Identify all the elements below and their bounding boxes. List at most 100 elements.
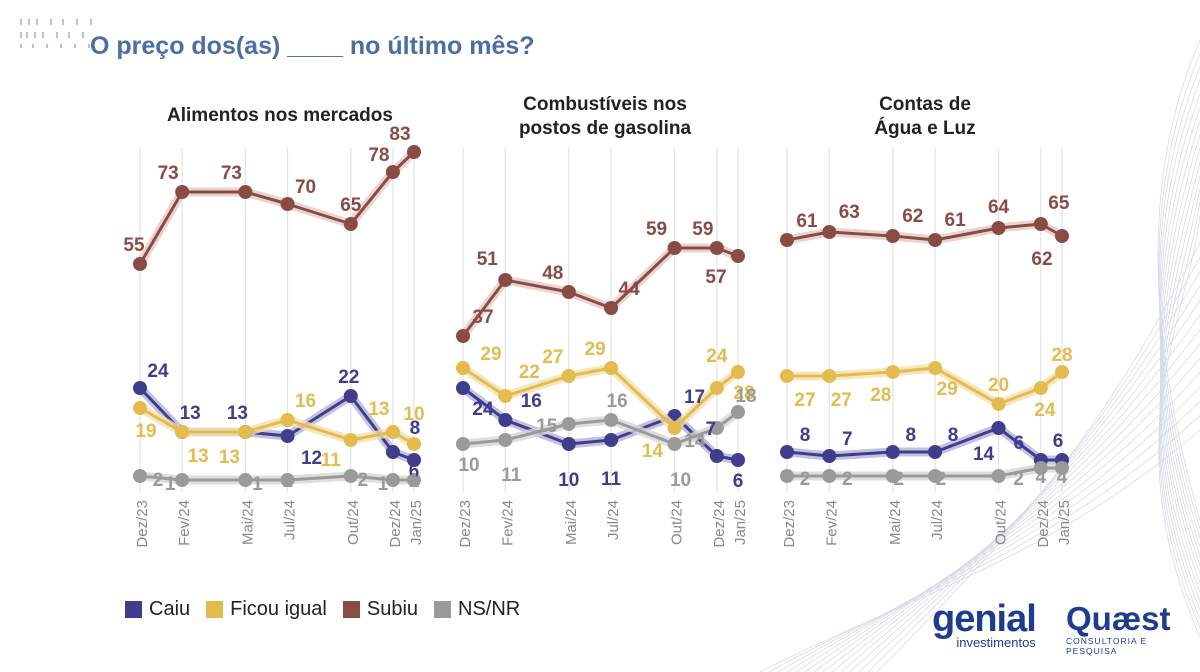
data-point-subiu <box>885 229 900 243</box>
data-label-subiu: 61 <box>945 210 967 231</box>
data-point-subiu <box>407 145 421 159</box>
data-point-caiu <box>780 445 794 459</box>
data-label-nsnr: 2 <box>893 469 904 490</box>
data-point-ficou-igual <box>604 361 619 375</box>
legend-label-caiu: Caiu <box>149 598 191 620</box>
data-point-caiu <box>561 437 576 451</box>
wave-line <box>1158 66 1200 539</box>
data-point-subiu <box>991 221 1006 235</box>
legend-item-subiu: Subiu <box>342 598 418 621</box>
data-label-caiu: 10 <box>558 470 579 491</box>
data-label-nsnr: 11 <box>501 465 522 486</box>
data-point-ficou-igual <box>498 389 513 403</box>
data-label-ficou-igual: 27 <box>831 390 852 411</box>
legend-swatch-ficou-igual <box>206 601 224 618</box>
data-point-caiu <box>604 433 619 447</box>
x-tick-label: Dez/23 <box>457 500 474 548</box>
data-label-nsnr: 4 <box>1057 467 1068 488</box>
chart-panel-1: Dez/23 Fev/24 Mai/24 Jul/24 Out/24 Dez/24 Jan/… <box>456 148 757 548</box>
x-tick-label: Mai/24 <box>239 500 256 545</box>
page-title: O preço dos(as) ____ no último mês? <box>90 32 535 60</box>
wave-line <box>1160 147 1200 593</box>
data-label-caiu: 7 <box>706 419 717 440</box>
data-point-caiu <box>991 421 1006 435</box>
wave-line <box>804 357 1200 672</box>
data-point-caiu <box>928 445 943 459</box>
panel-title-fuel: Combustíveis nos postos de gasolina <box>450 93 760 141</box>
wave-line <box>1158 215 1200 638</box>
wave-line <box>876 242 1200 672</box>
data-point-nsnr <box>604 413 619 427</box>
data-label-caiu: 16 <box>521 391 542 412</box>
data-point-nsnr <box>1055 461 1069 475</box>
x-tick-label: Dez/23 <box>134 500 151 548</box>
wave-line <box>1159 161 1200 602</box>
data-label-subiu: 57 <box>705 267 726 288</box>
data-point-nsnr <box>885 469 900 483</box>
x-tick-label: Jul/24 <box>929 500 946 540</box>
data-point-caiu <box>731 453 745 467</box>
panel-title-fuel-line-1: Combustíveis nos <box>523 94 687 115</box>
x-tick-label: Mai/24 <box>887 500 904 545</box>
data-point-subiu <box>709 241 724 255</box>
data-label-nsnr: 18 <box>735 386 756 407</box>
x-tick-label: Dez/24 <box>711 500 728 548</box>
data-label-nsnr: 15 <box>536 416 558 437</box>
data-label-caiu: 13 <box>180 403 201 424</box>
data-label-caiu: 6 <box>733 471 744 492</box>
data-label-nsnr: 10 <box>458 455 479 476</box>
x-tick-label: Mai/24 <box>563 500 580 545</box>
legend-item-ficou-igual: Ficou igual <box>206 598 327 621</box>
data-label-subiu: 64 <box>988 197 1010 218</box>
data-label-subiu: 73 <box>221 163 242 184</box>
data-point-caiu <box>885 445 900 459</box>
data-point-ficou-igual <box>709 381 724 395</box>
data-label-caiu: 6 <box>409 461 420 482</box>
data-label-caiu: 17 <box>684 387 705 408</box>
data-point-ficou-igual <box>385 425 400 439</box>
data-point-subiu <box>780 233 794 247</box>
panel-title-food: Alimentos nos mercados <box>120 104 440 128</box>
data-point-ficou-igual <box>780 369 794 383</box>
data-label-subiu: 63 <box>839 202 860 223</box>
data-label-subiu: 65 <box>1048 193 1070 214</box>
data-label-caiu: 24 <box>147 361 169 382</box>
data-point-caiu <box>280 429 295 443</box>
panel-title-utilities: Contas de Água e Luz <box>770 93 1080 141</box>
wave-line <box>1159 188 1200 620</box>
wave-line <box>777 400 1200 672</box>
data-point-ficou-igual <box>885 365 900 379</box>
x-tick-label: Out/24 <box>669 500 686 545</box>
data-label-subiu: 51 <box>477 249 499 270</box>
data-point-nsnr <box>928 469 943 483</box>
data-point-subiu <box>822 225 837 239</box>
data-point-subiu <box>133 257 147 271</box>
data-point-subiu <box>385 165 400 179</box>
legend-item-caiu: Caiu <box>125 598 190 621</box>
data-point-ficou-igual <box>175 425 190 439</box>
data-label-subiu: 73 <box>158 163 179 184</box>
data-label-subiu: 59 <box>692 219 713 240</box>
data-point-subiu <box>561 285 576 299</box>
background-wave-lines <box>759 39 1200 672</box>
data-point-ficou-igual <box>561 369 576 383</box>
data-label-subiu: 44 <box>619 279 641 300</box>
data-label-caiu: 6 <box>1014 433 1025 454</box>
chart-panel-2: Dez/23 Fev/24 Mai/24 Jul/24 Out/24 Dez/24 Jan/… <box>780 148 1073 548</box>
data-point-caiu <box>343 389 358 403</box>
x-tick-label: Dez/23 <box>781 500 798 548</box>
quaest-logo-subtitle: CONSULTORIA E PESQUISA <box>1066 636 1148 656</box>
data-point-nsnr <box>709 421 724 435</box>
data-point-nsnr <box>667 437 682 451</box>
data-point-subiu <box>175 185 190 199</box>
data-point-caiu <box>456 381 470 395</box>
data-label-ficou-igual: 24 <box>706 346 728 367</box>
wave-line <box>795 372 1200 672</box>
data-point-nsnr <box>343 469 358 483</box>
series-line-subiu <box>461 246 739 337</box>
data-point-ficou-igual <box>1033 381 1048 395</box>
data-label-nsnr: 2 <box>936 469 947 490</box>
data-label-subiu: 59 <box>646 219 667 240</box>
decorative-dots <box>20 14 100 59</box>
wave-line <box>759 429 1200 672</box>
